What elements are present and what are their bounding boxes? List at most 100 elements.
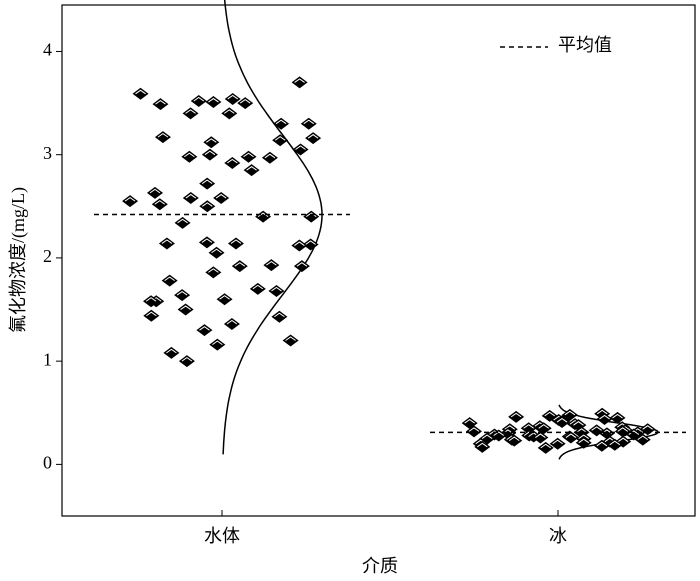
diamond (201, 148, 218, 161)
data-point (182, 192, 199, 205)
diamond-highlight (211, 248, 222, 254)
diamond-highlight (307, 134, 319, 139)
diamond (199, 177, 216, 190)
diamond-highlight (612, 413, 623, 419)
diamond-highlight (199, 326, 210, 331)
data-point (146, 186, 163, 199)
diamond-highlight (544, 411, 555, 417)
data-point (293, 260, 310, 273)
diamond-highlight (576, 428, 587, 433)
data-point (291, 239, 308, 252)
diamond (223, 317, 240, 330)
y-axis-label: 氟化物浓度/(mg/L) (8, 187, 29, 333)
diamond (272, 134, 289, 147)
diamond-highlight (204, 150, 216, 156)
data-point (465, 425, 482, 438)
diamond-highlight (212, 340, 223, 346)
diamond-highlight (166, 348, 177, 354)
x-tick-label: 冰 (549, 526, 567, 546)
diamond-highlight (617, 437, 629, 443)
diamond-highlight (230, 239, 242, 244)
diamond (154, 131, 171, 144)
data-point (224, 156, 241, 169)
diamond-highlight (181, 357, 193, 362)
diamond-highlight (146, 311, 157, 317)
diamond-highlight (552, 439, 563, 445)
diamond-highlight (285, 336, 296, 341)
diamond-highlight (180, 305, 191, 310)
data-point (549, 437, 566, 450)
data-point (132, 87, 149, 100)
diamond-highlight (596, 441, 608, 447)
diamond (158, 237, 175, 250)
data-point (562, 431, 579, 444)
diamond (174, 216, 191, 229)
data-point (174, 289, 191, 302)
data-point (181, 150, 198, 163)
diamond (249, 282, 266, 295)
data-point (152, 98, 169, 111)
diamond-highlight (234, 262, 246, 267)
diamond (178, 355, 195, 368)
data-point (143, 295, 160, 308)
data-point (292, 143, 309, 156)
diamond (203, 136, 220, 149)
data-point (575, 436, 592, 449)
diamond (205, 96, 222, 109)
diamond (208, 246, 225, 259)
diamond-highlight (193, 96, 205, 102)
diamond (593, 439, 610, 452)
data-point (198, 236, 215, 249)
diamond (606, 438, 623, 451)
x-axis-label: 介质 (362, 556, 398, 576)
data-point (224, 92, 241, 105)
diamond-highlight (227, 94, 238, 100)
diamond-highlight (493, 431, 505, 436)
data-point (240, 150, 257, 163)
data-point (216, 293, 233, 306)
data-point (302, 238, 319, 251)
diamond-highlight (271, 286, 282, 292)
diamond (575, 436, 592, 449)
diamond (554, 416, 571, 429)
diamond (255, 210, 272, 223)
diamond (198, 236, 215, 249)
diamond-highlight (185, 193, 197, 199)
diamond (199, 200, 216, 213)
diamond-highlight (628, 430, 640, 435)
diamond-highlight (184, 152, 195, 158)
data-point (506, 434, 523, 447)
diamond-highlight (264, 153, 276, 159)
diamond (213, 192, 230, 205)
data-point (261, 151, 278, 164)
diamond-highlight (305, 240, 316, 245)
data-point (182, 107, 199, 120)
data-point (593, 439, 610, 452)
diamond (535, 422, 552, 435)
diamond-highlight (609, 440, 621, 446)
diamond-highlight (538, 424, 550, 429)
diamond (303, 210, 320, 223)
data-point (209, 338, 226, 351)
diamond-highlight (565, 433, 577, 438)
diamond-highlight (239, 98, 251, 104)
diamond (182, 192, 199, 205)
data-point (178, 355, 195, 368)
data-point (300, 117, 317, 130)
diamond (506, 434, 523, 447)
diamond-highlight (294, 241, 305, 246)
data-point (271, 310, 288, 323)
data-point (596, 412, 613, 425)
diamond-highlight (176, 290, 188, 296)
data-point (535, 422, 552, 435)
data-point (199, 200, 216, 213)
diamond (182, 107, 199, 120)
diamond-highlight (149, 188, 161, 194)
diamond (143, 309, 160, 322)
data-point (223, 317, 240, 330)
data-point (255, 210, 272, 223)
diamond (305, 132, 322, 145)
diamond-highlight (185, 109, 196, 114)
diamond (174, 289, 191, 302)
diamond-highlight (564, 410, 576, 416)
